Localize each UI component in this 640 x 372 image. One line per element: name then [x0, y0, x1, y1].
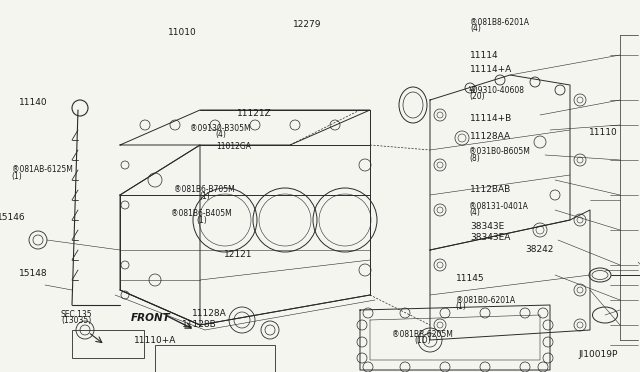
Text: FRONT: FRONT: [131, 313, 170, 323]
Text: (4): (4): [470, 24, 481, 33]
Text: 1112BAB: 1112BAB: [470, 185, 511, 194]
Text: ®08131-0401A: ®08131-0401A: [469, 202, 528, 211]
Text: (20): (20): [469, 92, 484, 101]
Text: ®081AB-6125M: ®081AB-6125M: [12, 165, 72, 174]
Text: JI10019P: JI10019P: [578, 350, 618, 359]
Text: 11121Z: 11121Z: [237, 109, 272, 118]
Text: 11114+B: 11114+B: [470, 114, 513, 123]
Text: (1): (1): [12, 172, 22, 181]
Text: 11012GA: 11012GA: [216, 142, 251, 151]
Text: 12279: 12279: [293, 20, 321, 29]
Text: 11114+A: 11114+A: [470, 65, 513, 74]
Text: 11128AA: 11128AA: [470, 132, 511, 141]
Text: 11128B: 11128B: [182, 320, 217, 329]
Text: ®081B0-6201A: ®081B0-6201A: [456, 296, 515, 305]
Text: ®09130-B305M: ®09130-B305M: [191, 124, 251, 133]
Text: 11114: 11114: [470, 51, 499, 60]
Text: 15146: 15146: [0, 213, 26, 222]
Text: 11010: 11010: [168, 28, 196, 37]
Text: (1): (1): [200, 192, 210, 201]
Text: 38343E: 38343E: [470, 222, 505, 231]
Text: ®081BB-6205M: ®081BB-6205M: [392, 330, 453, 339]
Text: ®031B0-B605M: ®031B0-B605M: [469, 147, 530, 156]
Text: (13035): (13035): [61, 316, 92, 325]
Bar: [155, 345, 275, 372]
Text: 11110+A: 11110+A: [134, 336, 177, 345]
Text: 12121: 12121: [224, 250, 253, 259]
Text: (1): (1): [456, 302, 467, 311]
Text: (1): (1): [196, 216, 207, 225]
Text: 11128A: 11128A: [192, 309, 227, 318]
Text: (8): (8): [469, 154, 480, 163]
Text: ®081B6-B705M: ®081B6-B705M: [175, 185, 235, 194]
Text: ¥09310-40608: ¥09310-40608: [469, 86, 525, 94]
Text: ®081B6-B405M: ®081B6-B405M: [172, 209, 232, 218]
Text: ®081B8-6201A: ®081B8-6201A: [470, 18, 529, 27]
Text: 11140: 11140: [19, 98, 48, 107]
Text: (1D): (1D): [414, 336, 431, 345]
Text: (4): (4): [216, 130, 226, 139]
Text: 38343EA: 38343EA: [470, 233, 511, 242]
Text: 38242: 38242: [525, 246, 553, 254]
Text: 11145: 11145: [456, 274, 484, 283]
Text: (4): (4): [469, 208, 480, 217]
Text: 15148: 15148: [19, 269, 48, 278]
Text: 11110: 11110: [589, 128, 618, 137]
Text: SEC.135: SEC.135: [61, 310, 93, 319]
Bar: [72, 330, 144, 358]
